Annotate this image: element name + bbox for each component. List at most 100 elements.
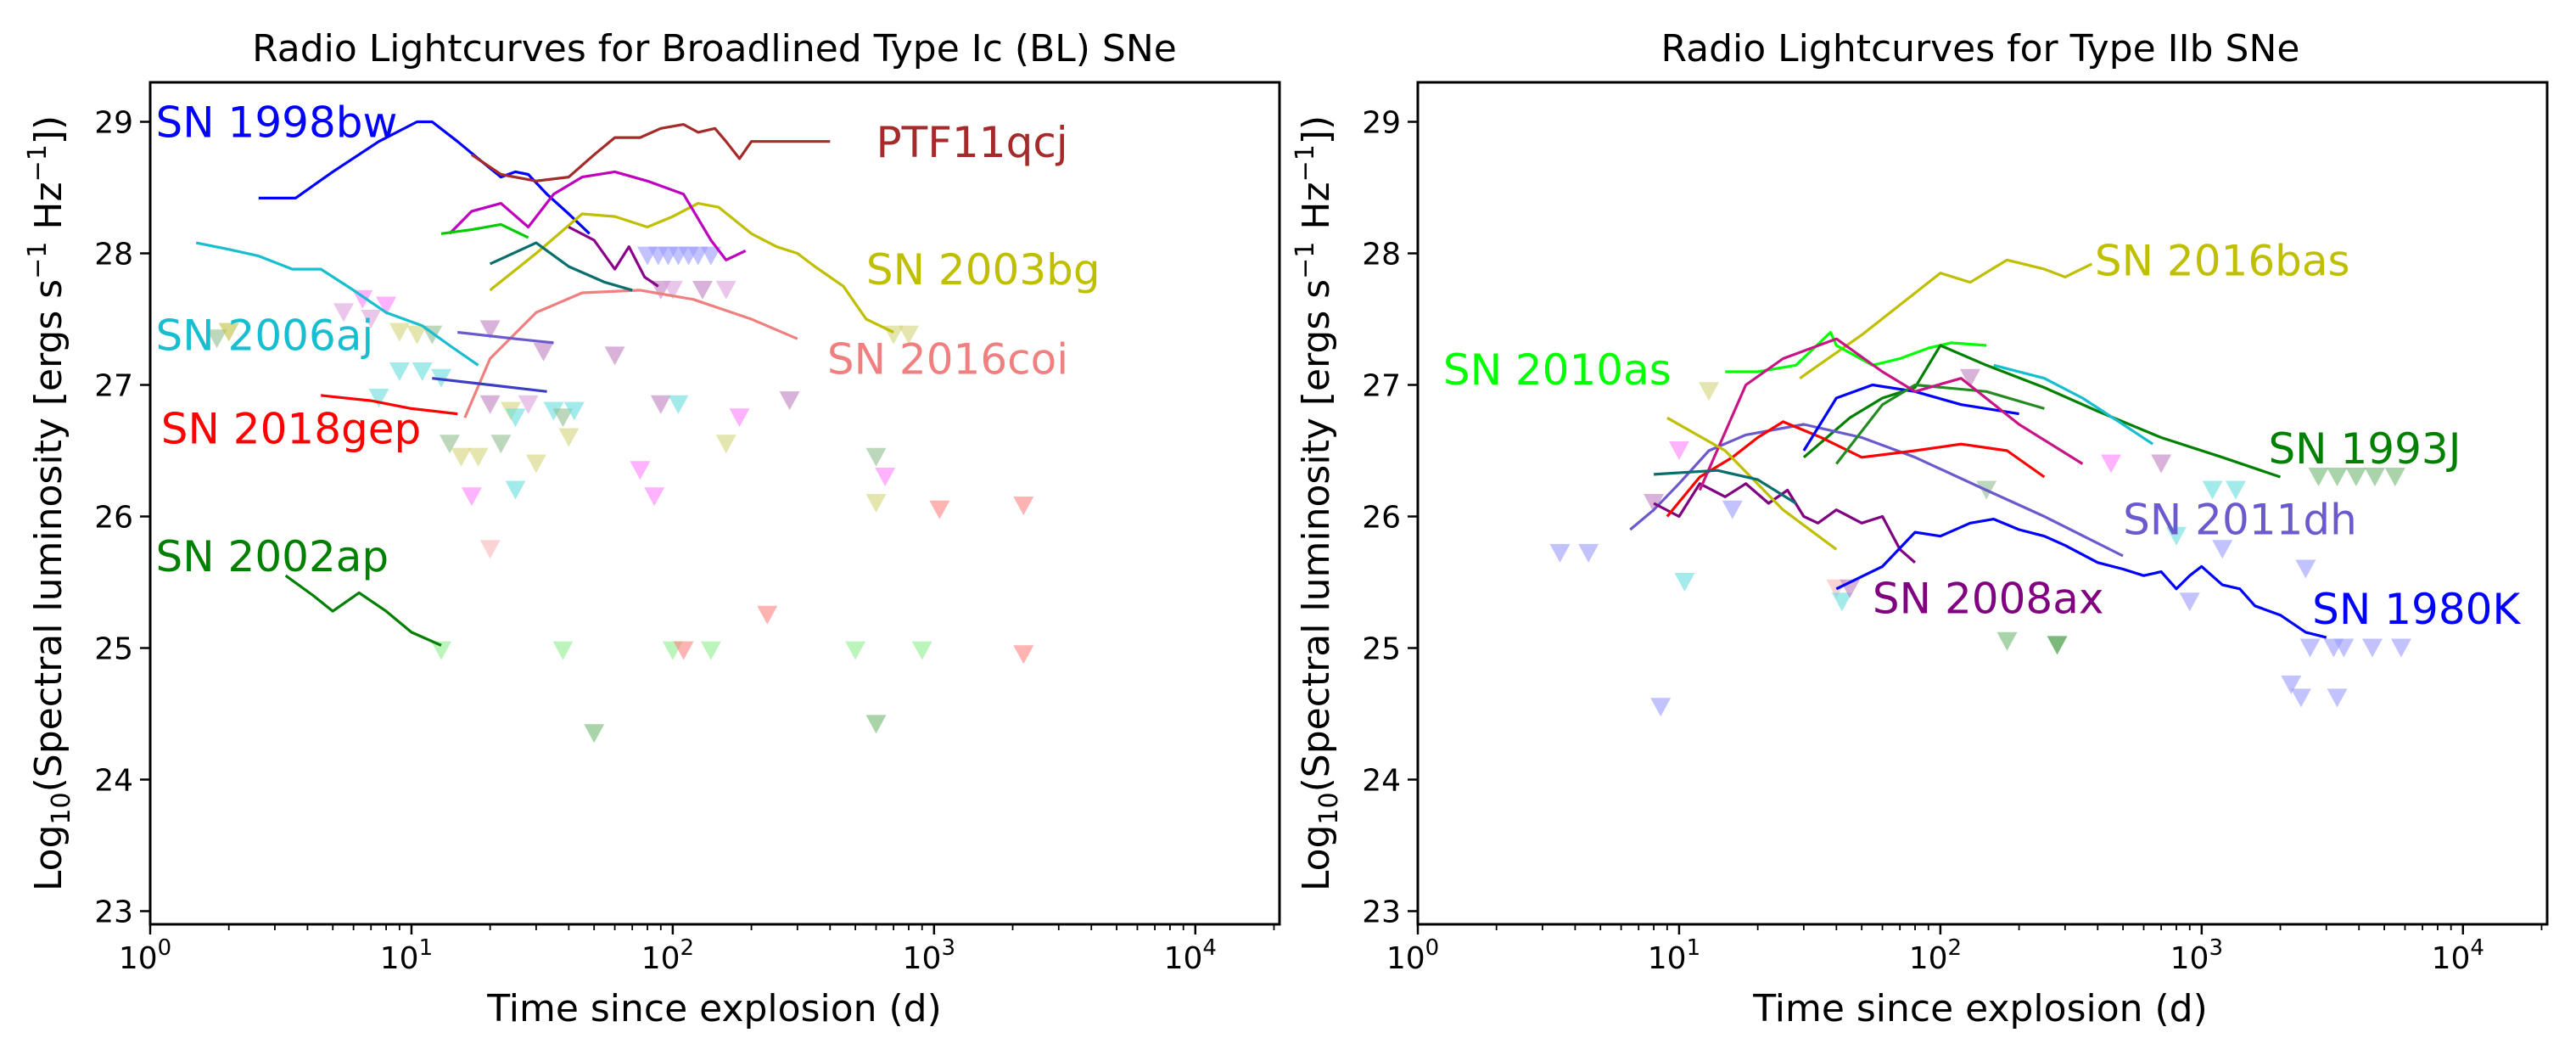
left-upper-limit-marker: [1013, 497, 1034, 516]
left-upper-limit-marker: [729, 408, 750, 428]
left-series-line-1: [471, 123, 831, 182]
left-upper-limit-marker: [505, 408, 526, 428]
left-upper-limit-marker: [779, 391, 800, 411]
right-upper-limit-marker: [2345, 468, 2366, 486]
right-ytick-label: 28: [1362, 238, 1401, 272]
right-upper-limit-marker: [1578, 543, 1599, 563]
left-xtick-label: 102: [641, 935, 694, 976]
right-xtick-label: 104: [2432, 935, 2484, 976]
right-ytick-label: 29: [1362, 106, 1401, 141]
left-upper-limit-marker: [668, 395, 689, 414]
left-xtick-label: 103: [903, 935, 955, 976]
right-ytick-label: 25: [1362, 632, 1401, 667]
left-upper-limit-marker: [368, 389, 389, 407]
left-upper-limit-marker: [558, 428, 580, 447]
left-series-line-2: [489, 202, 894, 334]
left-upper-limit-marker: [911, 641, 932, 660]
chart-left-title: Radio Lightcurves for Broadlined Type Ic…: [252, 27, 1177, 70]
right-upper-limit-marker: [1959, 368, 1980, 388]
right-ytick-label: 27: [1362, 369, 1401, 404]
right-series-annotation: SN 2011dh: [2123, 496, 2357, 545]
left-upper-limit-marker: [644, 487, 665, 507]
left-ytick-label: 27: [94, 369, 133, 404]
right-series-line-0: [1799, 258, 2093, 380]
right-series-line-2: [1802, 344, 2282, 479]
left-upper-limit-marker: [715, 435, 736, 454]
left-series-line-3: [195, 241, 479, 367]
right-series-line-6: [1993, 363, 2154, 446]
left-ytick-label: 24: [94, 764, 133, 799]
left-upper-limit-marker: [352, 289, 373, 309]
right-series-annotation: SN 1993J: [2268, 424, 2461, 474]
right-upper-limit-marker: [2047, 636, 2068, 655]
left-upper-limit-marker: [468, 447, 489, 467]
left-ytick-label: 23: [94, 895, 133, 930]
left-upper-limit-marker: [479, 395, 501, 414]
right-xtick-label: 101: [1648, 935, 1700, 976]
left-upper-limit-marker: [563, 401, 585, 421]
left-series-annotation: SN 2006aj: [156, 311, 374, 361]
left-upper-limit-marker: [439, 435, 460, 454]
right-upper-limit-marker: [2384, 468, 2405, 486]
left-series-line-10: [489, 241, 633, 292]
right-upper-limit-marker: [1722, 500, 1743, 519]
left-series-annotation: SN 2018gep: [161, 405, 422, 454]
right-upper-limit-marker: [2299, 638, 2321, 658]
right-upper-limit-marker: [2333, 638, 2355, 658]
right-series-line-10: [1698, 337, 2084, 491]
left-upper-limit-marker: [206, 329, 227, 349]
right-upper-limit-marker: [2179, 592, 2200, 612]
right-upper-limit-marker: [2202, 480, 2223, 500]
left-upper-limit-marker: [898, 325, 919, 345]
left-series-line-0: [258, 120, 591, 235]
right-upper-limit-marker: [2290, 688, 2311, 708]
right-ytick-label: 24: [1362, 764, 1401, 799]
right-upper-limit-marker: [1699, 382, 1720, 401]
left-upper-limit-marker: [431, 641, 452, 660]
right-upper-limit-marker: [2151, 454, 2172, 474]
left-upper-limit-marker: [845, 641, 866, 660]
right-upper-limit-marker: [2225, 480, 2246, 500]
left-upper-limit-marker: [406, 325, 428, 345]
left-upper-limit-marker: [552, 408, 574, 428]
left-series-annotation: PTF11qcj: [876, 118, 1068, 167]
chart-right-xlabel: Time since explosion (d): [1752, 987, 2208, 1030]
right-series-line-8: [1802, 383, 2019, 452]
right-upper-limit-marker: [2308, 468, 2329, 486]
left-xtick-label: 100: [119, 935, 171, 976]
chart-left: Radio Lightcurves for Broadlined Type Ic…: [23, 27, 1281, 1030]
left-series-line-6: [284, 574, 442, 647]
left-upper-limit-marker: [875, 468, 896, 486]
right-xtick-label: 100: [1386, 935, 1439, 976]
right-series-line-9: [1835, 383, 2045, 465]
left-upper-limit-marker: [929, 500, 950, 519]
right-ytick-label: 23: [1362, 895, 1401, 930]
left-upper-limit-marker: [865, 715, 887, 734]
right-series-annotation: SN 2016bas: [2095, 236, 2350, 285]
left-upper-limit-marker: [865, 494, 887, 513]
right-upper-limit-marker: [1996, 631, 2018, 651]
left-upper-limit-marker: [543, 401, 564, 421]
left-upper-limit-marker: [518, 395, 539, 414]
left-upper-limit-marker: [687, 246, 708, 266]
right-series-line-7: [1666, 420, 2046, 518]
left-upper-limit-marker: [461, 487, 482, 507]
right-upper-limit-marker: [1668, 441, 1689, 460]
left-upper-limit-marker: [412, 362, 433, 381]
right-series-annotation: SN 2008ax: [1873, 575, 2104, 624]
left-upper-limit-marker: [692, 280, 713, 300]
right-series-line-12: [1653, 469, 1797, 505]
left-upper-limit-marker: [584, 724, 605, 744]
left-upper-limit-marker: [865, 447, 887, 467]
left-upper-limit-marker: [479, 320, 501, 340]
right-upper-limit-marker: [2212, 540, 2233, 559]
right-ytick-label: 26: [1362, 501, 1401, 536]
left-upper-limit-marker: [552, 641, 574, 660]
left-series-line-7: [448, 170, 747, 261]
chart-left-ylabel: Log10(Spectral luminosity [ergs s−1 Hz−1…: [23, 115, 76, 891]
right-series-line-3: [1629, 423, 2124, 558]
right-upper-limit-marker: [2295, 559, 2316, 579]
left-upper-limit-marker: [533, 342, 554, 362]
left-upper-limit-marker: [490, 435, 512, 454]
chart-left-plot: 23 24 25 26 27 28 29 100 101 102 103 104 SN 1998bw PT…: [94, 98, 1275, 976]
